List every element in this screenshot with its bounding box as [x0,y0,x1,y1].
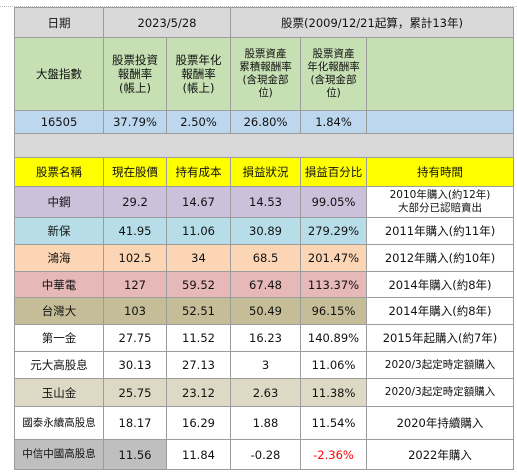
annual-return-book-header[interactable]: 股票年化 報酬率 (帳上) [167,38,231,111]
table-cell-cost[interactable]: 52.51 [167,298,231,325]
empty-blue-cell[interactable] [367,111,514,134]
col-header-cost[interactable]: 持有成本 [167,158,231,187]
table-cell-hold[interactable]: 2014年購入(約8年) [367,298,514,325]
table-cell-cost[interactable]: 27.13 [167,352,231,379]
table-row-name[interactable]: 中鋼 [14,187,104,218]
table-cell-pct[interactable]: 11.54% [301,407,367,440]
table-row-name[interactable]: 中信中國高股息 [14,440,104,470]
table-cell-hold[interactable]: 2020年持續購入 [367,407,514,440]
table-cell-price[interactable]: 41.95 [104,218,167,245]
table-cell-cost[interactable]: 16.29 [167,407,231,440]
table-cell-pct[interactable]: 140.89% [301,325,367,352]
table-cell-pnl[interactable]: 2.63 [231,379,301,407]
table-row-name[interactable]: 元大高股息 [14,352,104,379]
date-label-cell[interactable]: 日期 [14,7,104,38]
spacer-row[interactable] [14,134,514,158]
table-cell-hold[interactable]: 2011年購入(約11年) [367,218,514,245]
table-cell-cost[interactable]: 23.12 [167,379,231,407]
col-header-pct[interactable]: 損益百分比 [301,158,367,187]
table-row-name[interactable]: 中華電 [14,272,104,298]
table-cell-pct[interactable]: 11.38% [301,379,367,407]
table-cell-pct[interactable]: 11.06% [301,352,367,379]
top-divider [0,0,517,7]
table-cell-hold[interactable]: 2020/3起定時定額購入 [367,379,514,407]
col-header-hold[interactable]: 持有時間 [367,158,514,187]
return-book-value[interactable]: 37.79% [104,111,167,134]
table-cell-pct[interactable]: 279.29% [301,218,367,245]
table-cell-hold[interactable]: 2012年購入(約10年) [367,245,514,272]
date-value-cell[interactable]: 2023/5/28 [104,7,231,38]
table-cell-pnl[interactable]: -0.28 [231,440,301,470]
cumulative-return-cash-header[interactable]: 股票資產 累積報酬率 (含現金部 位) [231,38,301,111]
index-label-cell[interactable]: 大盤指數 [14,38,104,111]
table-cell-price[interactable]: 29.2 [104,187,167,218]
table-cell-price[interactable]: 127 [104,272,167,298]
col-header-pnl[interactable]: 損益狀況 [231,158,301,187]
table-cell-cost[interactable]: 59.52 [167,272,231,298]
table-cell-cost[interactable]: 14.67 [167,187,231,218]
table-cell-hold[interactable]: 2010年購入(約12年) 大部分已認賠賣出 [367,187,514,218]
return-book-header[interactable]: 股票投資 報酬率 (帳上) [104,38,167,111]
annual-return-cash-header[interactable]: 股票資產 年化報酬率 (含現金部 位) [301,38,367,111]
stock-period-cell[interactable]: 股票(2009/12/21起算，累計13年) [231,7,514,38]
table-cell-price[interactable]: 11.56 [104,440,167,470]
table-cell-pnl[interactable]: 67.48 [231,272,301,298]
table-row-name[interactable]: 玉山金 [14,379,104,407]
table-cell-pct[interactable]: 96.15% [301,298,367,325]
table-cell-hold[interactable]: 2022年購入 [367,440,514,470]
cumulative-return-cash-value[interactable]: 26.80% [231,111,301,134]
table-cell-pct[interactable]: 201.47% [301,245,367,272]
table-cell-price[interactable]: 30.13 [104,352,167,379]
table-cell-price[interactable]: 25.75 [104,379,167,407]
table-cell-pct[interactable]: 113.37% [301,272,367,298]
table-cell-hold[interactable]: 2015年起購入(約7年) [367,325,514,352]
table-cell-pnl[interactable]: 68.5 [231,245,301,272]
col-header-name[interactable]: 股票名稱 [14,158,104,187]
table-cell-pct-negative[interactable]: -2.36% [301,440,367,470]
table-cell-cost[interactable]: 34 [167,245,231,272]
annual-return-book-value[interactable]: 2.50% [167,111,231,134]
table-cell-hold[interactable]: 2014年購入(約8年) [367,272,514,298]
table-cell-price[interactable]: 27.75 [104,325,167,352]
table-row-name[interactable]: 台灣大 [14,298,104,325]
table-cell-cost[interactable]: 11.06 [167,218,231,245]
table-row-name[interactable]: 國泰永續高股息 [14,407,104,440]
table-row-name[interactable]: 新保 [14,218,104,245]
index-value-cell[interactable]: 16505 [14,111,104,134]
table-cell-price[interactable]: 103 [104,298,167,325]
annual-return-cash-value[interactable]: 1.84% [301,111,367,134]
table-cell-price[interactable]: 18.17 [104,407,167,440]
empty-green-cell[interactable] [367,38,514,111]
table-cell-pnl[interactable]: 50.49 [231,298,301,325]
table-cell-pct[interactable]: 99.05% [301,187,367,218]
table-cell-price[interactable]: 102.5 [104,245,167,272]
table-cell-hold[interactable]: 2020/3起定時定額購入 [367,352,514,379]
table-cell-cost[interactable]: 11.84 [167,440,231,470]
table-cell-cost[interactable]: 11.52 [167,325,231,352]
col-header-price[interactable]: 現在股價 [104,158,167,187]
table-cell-pnl[interactable]: 14.53 [231,187,301,218]
table-cell-pnl[interactable]: 16.23 [231,325,301,352]
table-row-name[interactable]: 第一金 [14,325,104,352]
table-row-name[interactable]: 鴻海 [14,245,104,272]
table-cell-pnl[interactable]: 1.88 [231,407,301,440]
table-cell-pnl[interactable]: 3 [231,352,301,379]
table-cell-pnl[interactable]: 30.89 [231,218,301,245]
